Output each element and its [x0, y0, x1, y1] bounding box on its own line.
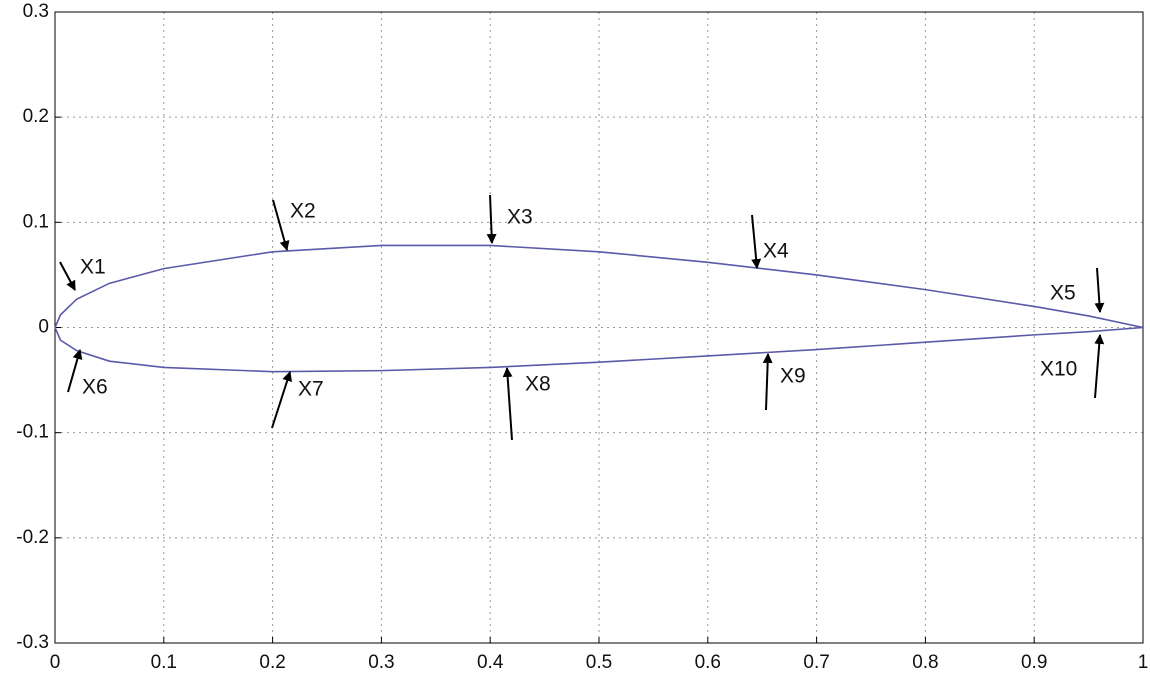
- x-tick-label: 0.3: [368, 652, 394, 673]
- y-tick-label: -0.3: [16, 632, 49, 653]
- y-tick-label: -0.2: [16, 527, 49, 548]
- annotation-arrow: [59, 261, 76, 291]
- x-tick-label: 1: [1138, 652, 1149, 673]
- annotation-label: X4: [763, 240, 789, 263]
- annotation-label: X10: [1040, 358, 1077, 381]
- annotation-arrow: [1094, 334, 1105, 399]
- airfoil-line: [54, 326, 1144, 373]
- airfoil-line: [54, 244, 1144, 329]
- y-tick-label: 0.3: [23, 1, 49, 22]
- annotation-label: X2: [290, 200, 316, 223]
- y-tick-label: 0: [38, 317, 49, 338]
- annotation-arrow: [1094, 267, 1105, 313]
- annotation-label: X8: [525, 373, 551, 396]
- annotation-arrow: [502, 367, 513, 441]
- annotation-arrow: [486, 194, 497, 244]
- annotation-label: X7: [298, 378, 324, 401]
- annotation-label: X6: [82, 376, 108, 399]
- x-tick-label: 0.7: [803, 652, 829, 673]
- annotation-arrow: [762, 353, 773, 411]
- y-tick-label: 0.1: [23, 211, 49, 232]
- y-tick-label: 0.2: [23, 106, 49, 127]
- annotation-arrow: [271, 371, 293, 429]
- annotation-label: X3: [507, 206, 533, 229]
- x-tick-label: 0.6: [695, 652, 721, 673]
- y-tick-label: -0.1: [16, 422, 49, 443]
- x-tick-label: 0.2: [259, 652, 285, 673]
- annotation-label: X1: [80, 256, 106, 279]
- annotation-arrow: [272, 199, 290, 251]
- x-tick-label: 0.9: [1021, 652, 1047, 673]
- x-tick-label: 0.5: [586, 652, 612, 673]
- annotation-arrow: [751, 214, 762, 269]
- x-tick-label: 0.4: [477, 652, 504, 673]
- x-tick-label: 0.1: [151, 652, 177, 673]
- annotation-label: X5: [1050, 282, 1076, 305]
- x-tick-label: 0.8: [912, 652, 938, 673]
- annotation-arrow: [67, 349, 83, 393]
- annotation-label: X9: [780, 365, 806, 388]
- x-tick-label: 0: [50, 652, 61, 673]
